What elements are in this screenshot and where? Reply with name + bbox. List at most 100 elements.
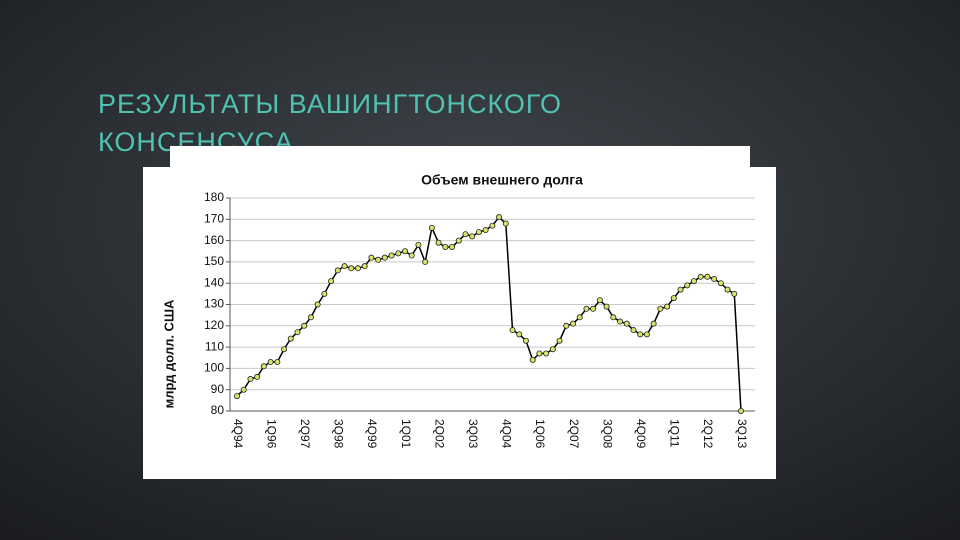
x-tick-label: 3Q13 [735,419,749,449]
y-tick-label: 140 [204,275,224,289]
marker [731,290,738,297]
x-tick-label: 1Q96 [264,419,278,449]
marker [442,243,449,250]
marker [401,248,408,255]
x-tick-label: 1Q06 [533,419,547,449]
marker [657,305,664,312]
x-tick-label: 4Q94 [231,419,245,449]
marker [623,320,630,327]
y-tick-label: 160 [204,233,224,247]
marker [576,314,583,321]
marker [630,327,637,334]
marker [321,290,328,297]
marker [563,322,570,329]
marker [556,337,563,344]
marker [610,314,617,321]
marker [717,280,724,287]
y-tick-label: 120 [204,318,224,332]
marker [375,256,382,263]
y-tick-label: 80 [211,403,225,417]
marker [368,254,375,261]
marker [482,226,489,233]
marker [677,286,684,293]
marker [711,275,718,282]
marker [254,373,261,380]
x-tick-label: 2Q12 [701,419,715,449]
marker [462,231,469,238]
marker [697,273,704,280]
x-tick-label: 3Q98 [332,419,346,449]
marker [643,331,650,338]
y-tick-label: 130 [204,297,224,311]
marker [361,263,368,270]
line [236,216,742,412]
y-tick-label: 150 [204,254,224,268]
marker [509,327,516,334]
y-tick-label: 100 [204,361,224,375]
y-tick-label: 180 [204,190,224,204]
y-tick-label: 170 [204,211,224,225]
chart-title: Объем внешнего долга [421,172,583,188]
marker [422,258,429,265]
marker [294,329,301,336]
x-tick-label: 3Q08 [600,419,614,449]
marker [354,265,361,272]
marker [724,286,731,293]
marker [267,359,274,366]
marker [415,241,422,248]
marker [617,318,624,325]
marker [240,386,247,393]
marker [650,320,657,327]
marker [549,346,556,353]
marker [328,278,335,285]
marker [455,237,462,244]
marker [670,295,677,302]
marker [287,335,294,342]
marker [233,393,240,400]
marker [381,254,388,261]
marker [274,359,281,366]
y-tick-label: 90 [211,382,225,396]
marker [522,337,529,344]
marker [260,363,267,370]
marker [596,297,603,304]
marker [388,252,395,259]
marker [489,222,496,229]
marker [307,314,314,321]
y-axis-label: млрд долл. США [161,299,176,408]
marker [247,376,254,383]
x-tick-label: 4Q99 [365,419,379,449]
marker [502,220,509,227]
marker [536,350,543,357]
marker [449,243,456,250]
x-tick-label: 4Q04 [500,419,514,449]
marker [496,214,503,221]
marker [428,224,435,231]
marker [281,346,288,353]
slide-title: РЕЗУЛЬТАТЫ ВАШИНГТОНСКОГО [98,89,562,119]
marker [664,303,671,310]
marker [637,331,644,338]
x-tick-label: 1Q01 [399,419,413,449]
marker [583,305,590,312]
marker [516,331,523,338]
marker [529,356,536,363]
marker [603,303,610,310]
marker [395,250,402,257]
marker [543,350,550,357]
marker [408,252,415,259]
x-tick-label: 2Q07 [567,419,581,449]
marker [301,322,308,329]
x-tick-label: 2Q97 [298,419,312,449]
x-tick-label: 1Q11 [668,419,682,448]
marker [341,263,348,270]
marker [684,282,691,289]
marker [590,305,597,312]
marker [314,301,321,308]
marker [475,229,482,236]
x-tick-label: 4Q09 [634,419,648,449]
y-tick-label: 110 [205,339,224,353]
marker [570,320,577,327]
marker [738,407,745,414]
